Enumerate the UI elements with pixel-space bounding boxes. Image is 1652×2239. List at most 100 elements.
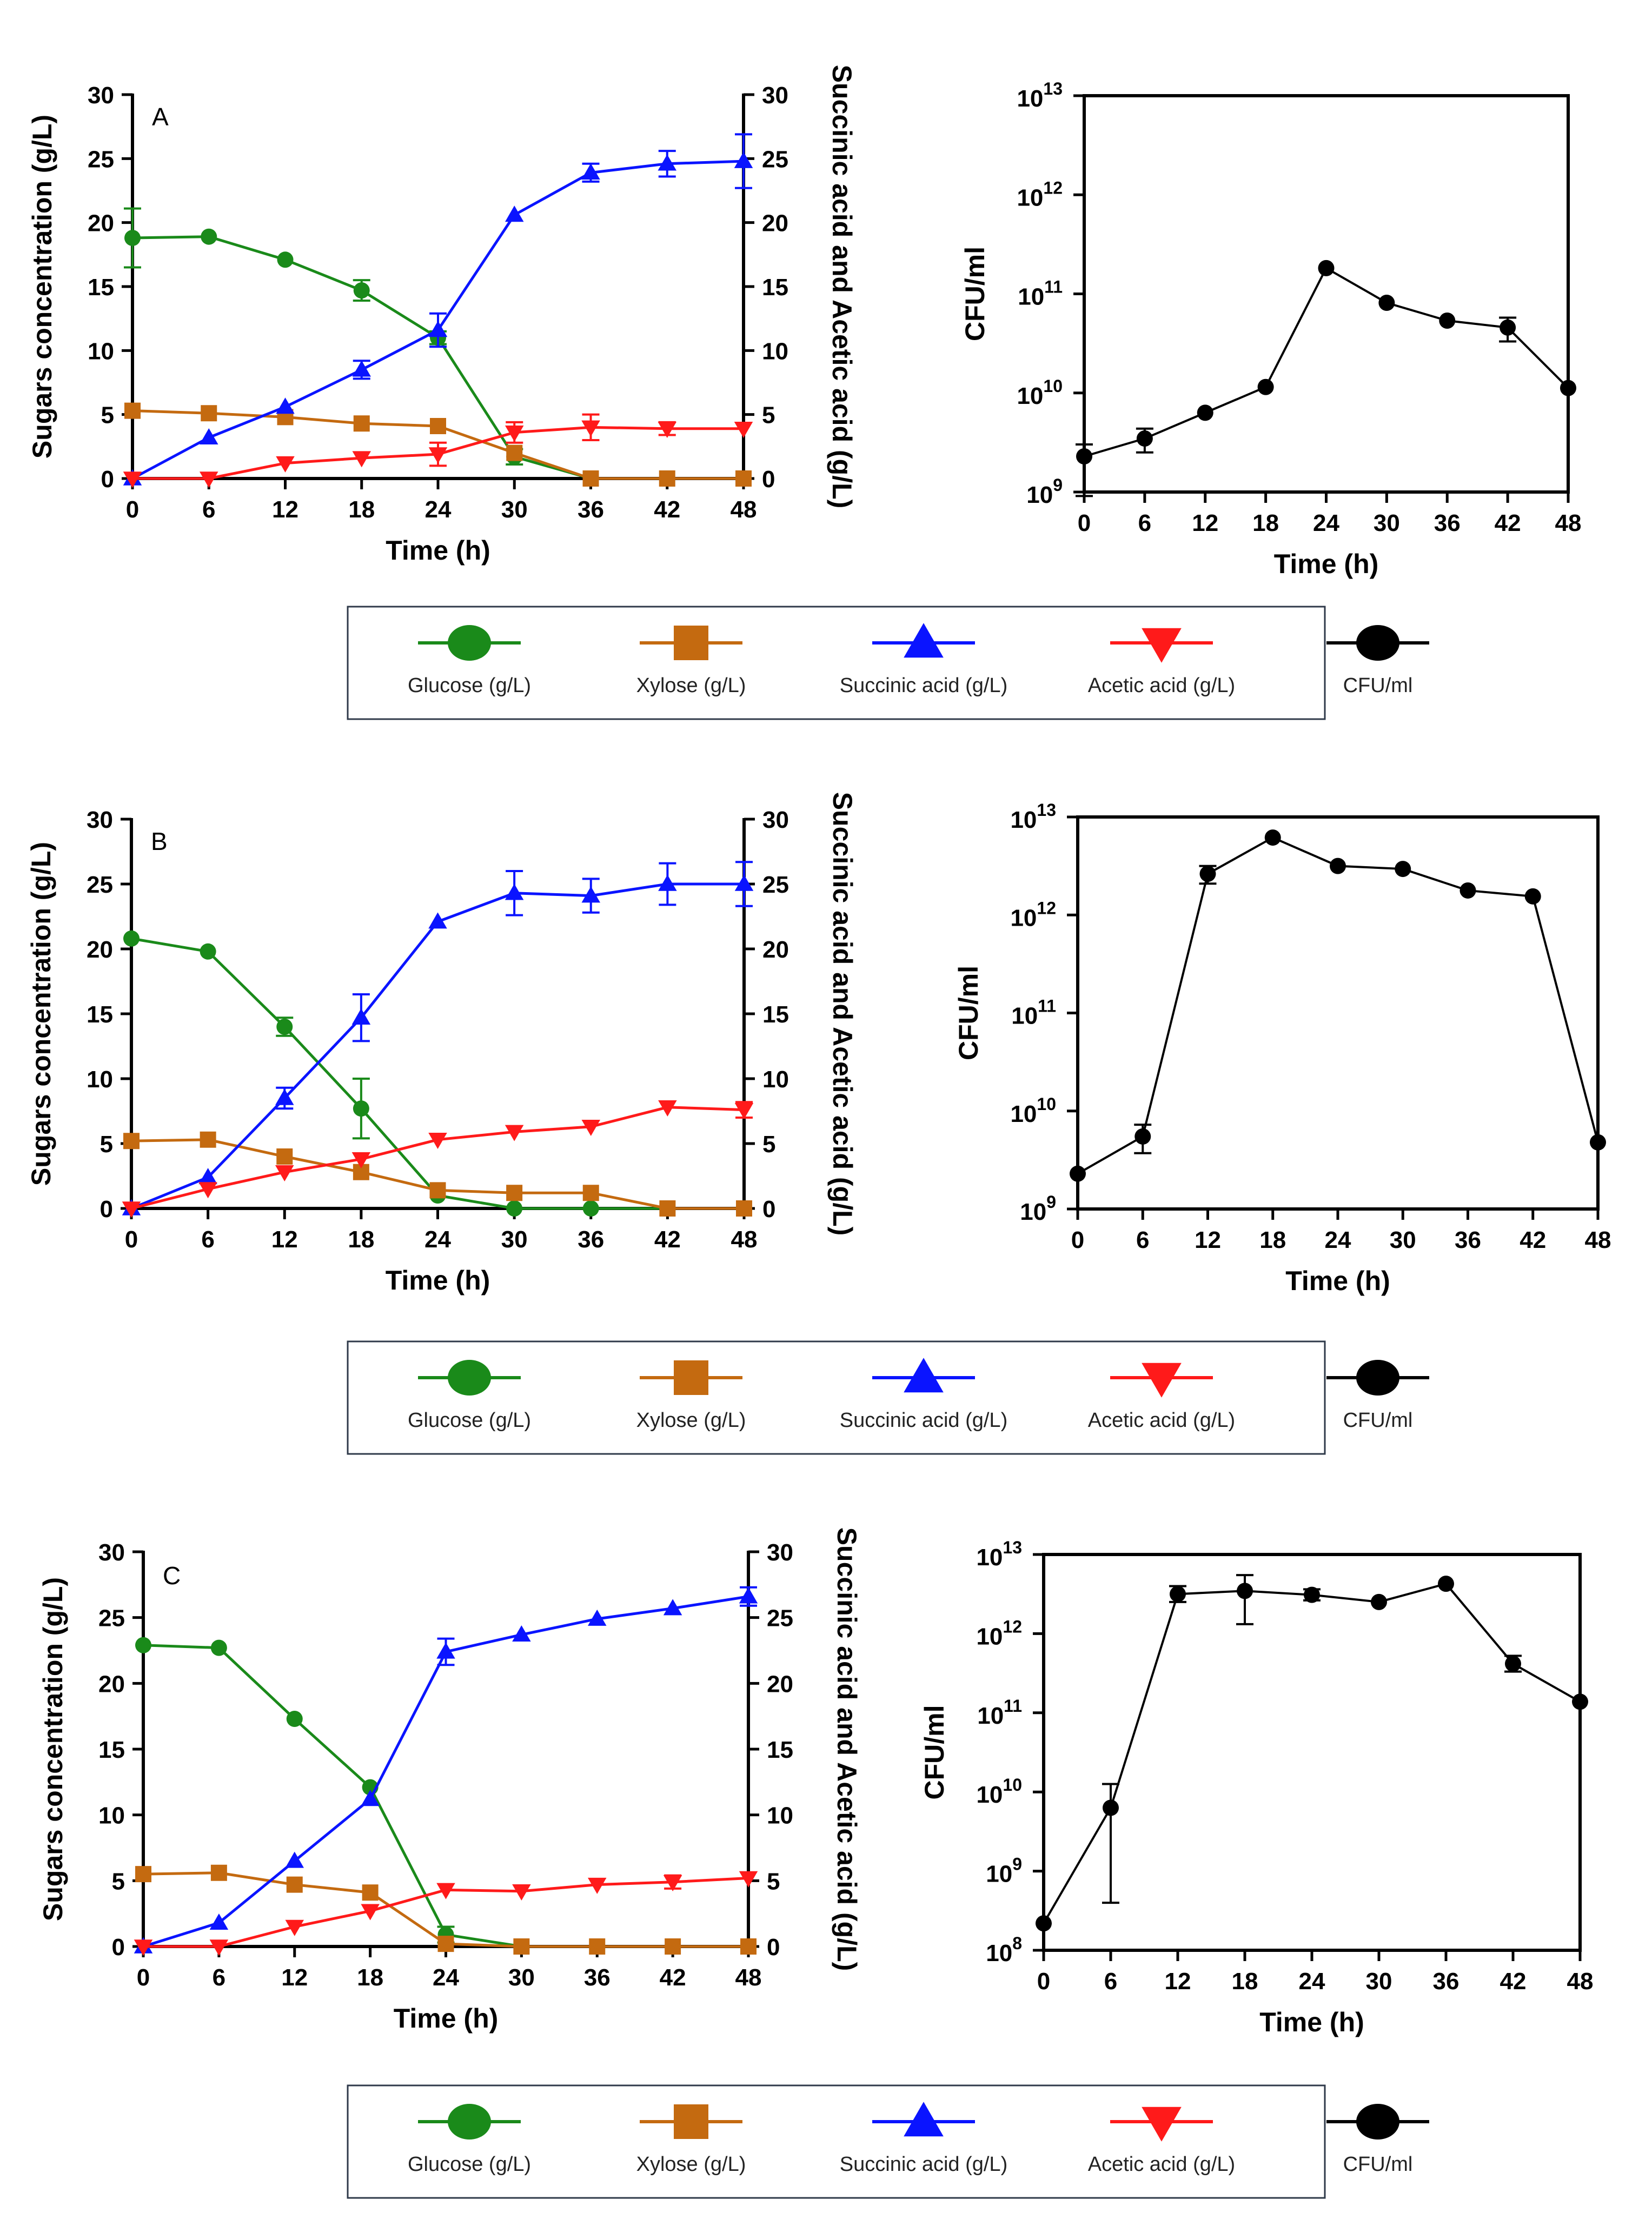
legend-item: CFU/ml: [1326, 625, 1429, 697]
data-point: [658, 874, 677, 891]
data-point: [505, 883, 524, 900]
data-point: [1170, 1586, 1186, 1603]
legend-marker: [674, 2104, 708, 2139]
data-point: [1076, 448, 1092, 465]
legend-label: Xylose (g/L): [636, 2153, 746, 2176]
series-glucose: [135, 1637, 757, 1955]
legend-label: Glucose (g/L): [408, 2153, 531, 2176]
y-tick-exponent: 12: [1037, 898, 1056, 918]
panel-letter: B: [151, 827, 168, 855]
data-point: [1439, 312, 1456, 329]
y-tick-base: 10: [976, 1782, 1003, 1808]
legend-box: [347, 1340, 1326, 1455]
y-tick-exponent: 13: [1043, 79, 1063, 98]
x-tick-label: 18: [1252, 510, 1279, 536]
x-tick-label: 0: [126, 496, 139, 523]
x-tick-label: 24: [424, 1226, 451, 1253]
x-tick-label: 30: [1390, 1227, 1416, 1253]
x-tick-label: 30: [1366, 1968, 1392, 1995]
y-tick-base: 10: [986, 1940, 1012, 1966]
data-point: [665, 1938, 681, 1955]
legend-item: Succinic acid (g/L): [840, 2102, 1007, 2176]
data-point: [361, 1790, 380, 1806]
y-tick-label-left: 10: [87, 1066, 113, 1093]
y-tick-label-right: 0: [762, 1196, 775, 1223]
data-point: [200, 428, 218, 445]
series-succinic: [134, 1586, 758, 1954]
x-tick-label: 12: [1192, 510, 1218, 536]
y-tick-base: 10: [1026, 482, 1053, 508]
y-tick-base: 10: [1017, 383, 1043, 409]
x-tick-label: 36: [584, 1964, 611, 1991]
legend-marker: [674, 626, 708, 660]
y-tick-base: 10: [977, 1703, 1004, 1729]
y-tick-label-left: 30: [88, 82, 114, 109]
y-axis-title: CFU/ml: [953, 966, 984, 1060]
y-tick-exponent: 12: [1003, 1617, 1022, 1636]
legend-label: Succinic acid (g/L): [840, 2153, 1007, 2176]
data-point: [581, 886, 600, 903]
series-line: [131, 937, 744, 1210]
x-tick-label: 24: [1325, 1227, 1351, 1253]
x-tick-label: 0: [1078, 510, 1091, 536]
data-point: [658, 154, 676, 171]
x-tick-label: 12: [271, 1226, 298, 1253]
y-tick-label: 109: [1026, 475, 1063, 508]
legend-marker: [674, 1360, 708, 1395]
x-tick-label: 48: [1555, 510, 1582, 536]
data-point: [581, 1120, 600, 1137]
series-xylose: [135, 1864, 757, 1955]
y-tick-exponent: 10: [1043, 376, 1063, 396]
y-tick-label: 1013: [976, 1538, 1022, 1571]
data-point: [1136, 430, 1153, 447]
y-tick-label-left: 15: [88, 274, 114, 301]
y-tick-label: 1012: [976, 1617, 1022, 1650]
y-tick-base: 10: [1020, 1199, 1046, 1225]
y-tick-label: 1010: [976, 1775, 1022, 1808]
data-point: [209, 1939, 229, 1956]
data-point: [506, 444, 523, 461]
data-point: [353, 1100, 369, 1117]
legend-box: [347, 2084, 1326, 2199]
x-tick-label: 42: [1495, 510, 1521, 536]
data-point: [658, 421, 676, 438]
data-point: [135, 1866, 151, 1883]
legend-3: Glucose (g/L) Xylose (g/L) Succinic acid (…: [347, 2084, 1429, 2199]
legend-marker: [448, 2104, 491, 2140]
data-point: [581, 163, 600, 180]
legend-item: Xylose (g/L): [636, 626, 746, 697]
legend-label: Glucose (g/L): [408, 674, 531, 697]
data-point: [658, 1100, 677, 1117]
y-axis-title-right: Succinic acid and Acetic acid (g/L): [827, 65, 857, 509]
data-point: [361, 1904, 380, 1921]
data-point: [589, 1938, 606, 1955]
data-point: [734, 874, 754, 891]
y-tick-label: 1010: [1010, 1094, 1056, 1127]
plot-frame: [1042, 1553, 1582, 1952]
data-point: [1318, 260, 1335, 276]
data-point: [201, 405, 217, 422]
data-point: [1264, 829, 1281, 846]
x-tick-label: 30: [508, 1964, 535, 1991]
data-point: [1505, 1656, 1521, 1672]
data-point: [505, 426, 524, 442]
x-tick-label: 24: [425, 496, 452, 523]
data-point: [588, 1877, 607, 1894]
data-point: [581, 420, 600, 437]
data-point: [122, 1201, 141, 1218]
y-tick-label-right: 30: [762, 807, 789, 833]
x-tick-label: 48: [731, 496, 757, 523]
x-tick-label: 0: [1071, 1227, 1084, 1253]
y-tick-exponent: 12: [1043, 178, 1063, 197]
legend-marker: [448, 1360, 491, 1396]
legend-label: CFU/ml: [1343, 1409, 1413, 1432]
x-tick-label: 30: [1374, 510, 1400, 536]
data-point: [353, 1164, 369, 1180]
y-tick-base: 10: [986, 1861, 1012, 1888]
y-tick-label: 1011: [1018, 277, 1063, 310]
x-tick-label: 6: [1136, 1227, 1149, 1253]
